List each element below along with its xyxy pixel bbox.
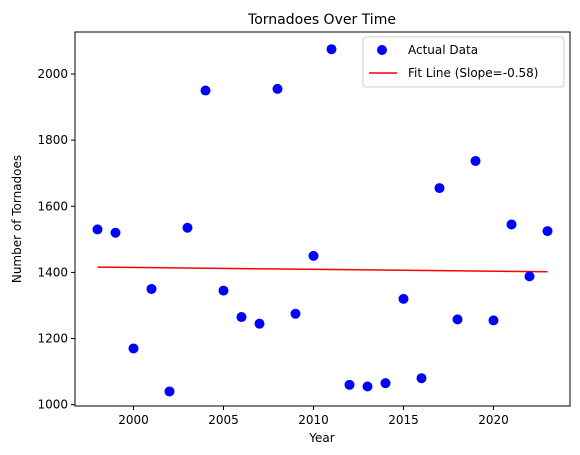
x-tick-label: 2015 bbox=[388, 413, 419, 427]
legend-label-actual-data: Actual Data bbox=[408, 43, 478, 57]
data-point bbox=[290, 308, 301, 319]
data-point bbox=[164, 386, 175, 397]
x-tick-label: 2020 bbox=[478, 413, 509, 427]
fit-line bbox=[97, 266, 548, 273]
y-tick-label: 2000 bbox=[37, 67, 68, 81]
plot-area bbox=[92, 44, 553, 397]
data-point bbox=[542, 226, 553, 237]
data-point bbox=[272, 83, 283, 94]
legend: Actual Data Fit Line (Slope=-0.58) bbox=[362, 36, 565, 88]
data-point bbox=[524, 271, 535, 282]
data-point bbox=[344, 379, 355, 390]
x-axis: 2000 2005 2010 2015 2020 bbox=[118, 406, 509, 427]
x-axis-label: Year bbox=[308, 431, 334, 445]
x-tick-label: 2000 bbox=[118, 413, 149, 427]
legend-box bbox=[362, 36, 565, 88]
y-tick-label: 1000 bbox=[37, 398, 68, 412]
chart-title: Tornadoes Over Time bbox=[247, 12, 396, 28]
data-point bbox=[488, 315, 499, 326]
data-point bbox=[506, 219, 517, 230]
data-point bbox=[128, 343, 139, 354]
data-point bbox=[92, 224, 103, 235]
data-point bbox=[146, 283, 157, 294]
data-point bbox=[380, 378, 391, 389]
plot-frame bbox=[74, 31, 571, 407]
data-point bbox=[326, 44, 337, 55]
data-point bbox=[200, 85, 211, 96]
legend-label-fit-line: Fit Line (Slope=-0.58) bbox=[408, 66, 538, 80]
data-point bbox=[398, 293, 409, 304]
y-tick-label: 1600 bbox=[37, 199, 68, 213]
data-point bbox=[470, 155, 481, 166]
data-point bbox=[218, 285, 229, 296]
data-point bbox=[254, 318, 265, 329]
data-point bbox=[416, 373, 427, 384]
y-axis-label: Number of Tornadoes bbox=[10, 155, 24, 283]
y-axis: 1000 1200 1400 1600 1800 2000 bbox=[37, 67, 75, 412]
legend-marker-actual-data bbox=[377, 45, 387, 55]
y-tick-label: 1200 bbox=[37, 332, 68, 346]
data-point bbox=[110, 227, 121, 238]
data-point bbox=[362, 381, 373, 392]
data-point bbox=[308, 250, 319, 261]
data-point bbox=[182, 222, 193, 233]
data-point bbox=[236, 312, 247, 323]
data-point bbox=[434, 183, 445, 194]
x-tick-label: 2005 bbox=[208, 413, 239, 427]
data-point bbox=[452, 314, 463, 325]
y-tick-label: 1400 bbox=[37, 265, 68, 279]
y-tick-label: 1800 bbox=[37, 133, 68, 147]
x-tick-label: 2010 bbox=[298, 413, 329, 427]
